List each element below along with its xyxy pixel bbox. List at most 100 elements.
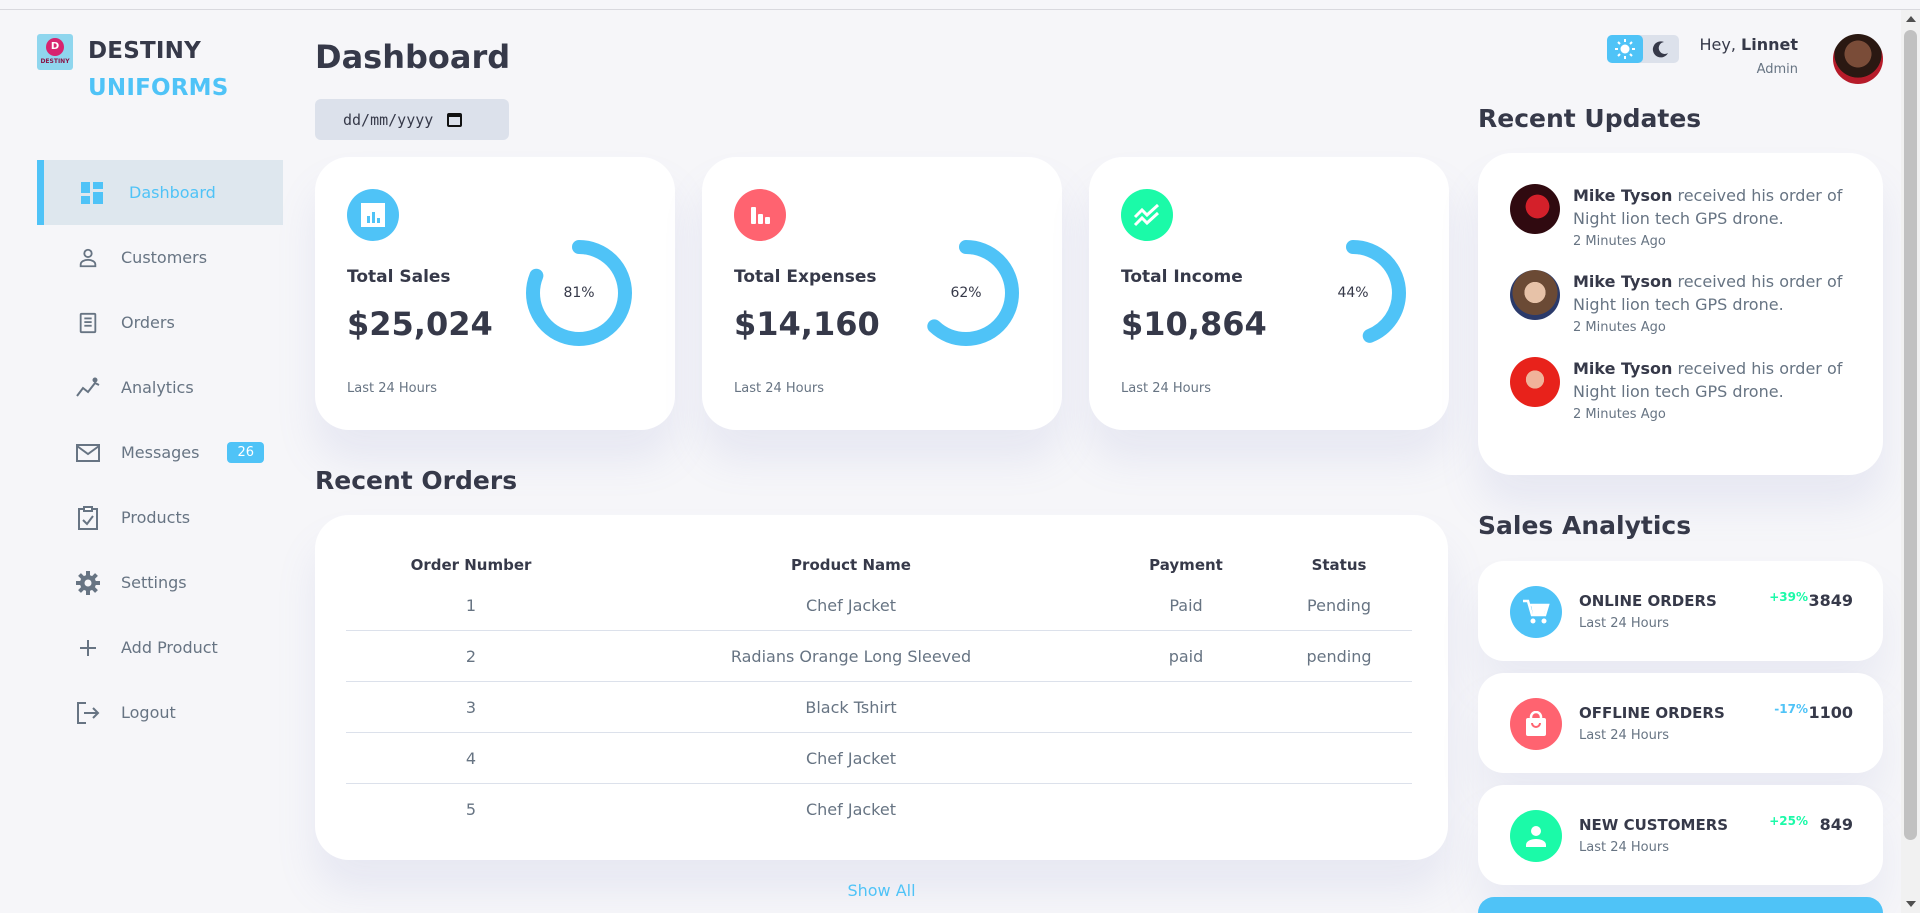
status: Pending bbox=[1266, 580, 1412, 631]
card-title: Total Income bbox=[1121, 267, 1243, 287]
stacked-line-chart-icon bbox=[1121, 189, 1173, 241]
sidebar: D DESTINY DESTINY UNIFORMS Dashboard Cus… bbox=[0, 10, 290, 913]
sidebar-nav: Dashboard Customers Orders Analytics Mes… bbox=[37, 160, 283, 745]
brand[interactable]: D DESTINY DESTINY UNIFORMS bbox=[37, 34, 277, 114]
product-name: Radians Orange Long Sleeved bbox=[596, 631, 1106, 682]
progress-ring-arc bbox=[1300, 240, 1406, 346]
table-row[interactable]: 5 Chef Jacket bbox=[346, 784, 1412, 835]
analytics-change: +39% bbox=[1769, 590, 1808, 604]
card-subtitle: Last 24 Hours bbox=[1121, 381, 1211, 396]
progress-ring bbox=[1300, 240, 1406, 346]
recent-orders-title: Recent Orders bbox=[315, 466, 518, 495]
payment bbox=[1106, 784, 1266, 835]
analytics-change: +25% bbox=[1769, 814, 1808, 828]
card-title: Total Expenses bbox=[734, 267, 877, 287]
card-percent: 44% bbox=[1337, 285, 1369, 301]
page-scrollbar[interactable] bbox=[1901, 10, 1920, 913]
sun-icon[interactable] bbox=[1607, 35, 1643, 63]
date-placeholder: dd/mm/yyyy bbox=[343, 110, 434, 129]
mail-icon bbox=[75, 440, 101, 466]
product-name: Black Tshirt bbox=[596, 682, 1106, 733]
update-text: Mike Tyson received his order of Night l… bbox=[1573, 184, 1853, 230]
sidebar-item-label: Orders bbox=[121, 313, 175, 332]
recent-orders-card: Order Number Product Name Payment Status… bbox=[315, 515, 1448, 860]
product-name: Chef Jacket bbox=[596, 733, 1106, 784]
analytics-title: NEW CUSTOMERS bbox=[1579, 816, 1729, 834]
update-text: Mike Tyson received his order of Night l… bbox=[1573, 270, 1853, 316]
table-row[interactable]: 1 Chef Jacket Paid Pending bbox=[346, 580, 1412, 631]
product-name: Chef Jacket bbox=[596, 580, 1106, 631]
brand-name-line1: DESTINY bbox=[88, 38, 201, 64]
sidebar-item-add-product[interactable]: Add Product bbox=[37, 615, 283, 680]
analytics-value: 849 bbox=[1819, 815, 1853, 834]
sidebar-item-dashboard[interactable]: Dashboard bbox=[37, 160, 283, 225]
analytics-subtitle: Last 24 Hours bbox=[1579, 728, 1669, 743]
table-row[interactable]: 4 Chef Jacket bbox=[346, 733, 1412, 784]
grid-icon bbox=[79, 180, 105, 206]
sidebar-item-orders[interactable]: Orders bbox=[37, 290, 283, 355]
user-role: Admin bbox=[1756, 62, 1798, 77]
scroll-down-arrow-icon[interactable] bbox=[1906, 901, 1916, 907]
theme-toggle[interactable] bbox=[1607, 35, 1679, 63]
column-header: Payment bbox=[1149, 556, 1223, 574]
shopping-bag-icon bbox=[1510, 698, 1562, 750]
payment bbox=[1106, 682, 1266, 733]
date-input[interactable]: dd/mm/yyyy bbox=[315, 99, 509, 140]
right-panel: Hey, Linnet Admin Recent Updates Mike Ty… bbox=[1478, 10, 1883, 913]
profile-avatar[interactable] bbox=[1833, 34, 1883, 84]
table-row[interactable]: 2 Radians Orange Long Sleeved paid pendi… bbox=[346, 631, 1412, 682]
update-time: 2 Minutes Ago bbox=[1573, 234, 1666, 249]
logo-letter: D bbox=[46, 38, 64, 56]
greeting: Hey, Linnet bbox=[1678, 35, 1798, 54]
column-header: Order Number bbox=[410, 556, 532, 574]
show-all-link[interactable]: Show All bbox=[847, 881, 916, 900]
column-header: Status bbox=[1311, 556, 1367, 574]
receipt-icon bbox=[75, 310, 101, 336]
progress-ring bbox=[526, 240, 632, 346]
status bbox=[1266, 733, 1412, 784]
analytics-item-online-orders[interactable]: ONLINE ORDERS Last 24 Hours +39% 3849 bbox=[1478, 561, 1883, 661]
sidebar-item-label: Customers bbox=[121, 248, 208, 267]
order-number: 4 bbox=[346, 733, 596, 784]
sidebar-item-label: Products bbox=[121, 508, 191, 527]
sales-analytics-title: Sales Analytics bbox=[1478, 511, 1692, 540]
update-avatar bbox=[1510, 184, 1560, 234]
sidebar-item-settings[interactable]: Settings bbox=[37, 550, 283, 615]
analytics-icon bbox=[347, 189, 399, 241]
sidebar-item-label: Add Product bbox=[121, 638, 218, 657]
logo-text: DESTINY bbox=[40, 58, 70, 65]
sidebar-item-analytics[interactable]: Analytics bbox=[37, 355, 283, 420]
add-product-strip[interactable] bbox=[1478, 897, 1883, 913]
analytics-subtitle: Last 24 Hours bbox=[1579, 840, 1669, 855]
calendar-icon[interactable] bbox=[447, 112, 463, 127]
page-title: Dashboard bbox=[315, 38, 511, 76]
scroll-up-arrow-icon[interactable] bbox=[1906, 16, 1916, 22]
brand-name-line2: UNIFORMS bbox=[88, 75, 229, 101]
sidebar-item-logout[interactable]: Logout bbox=[37, 680, 283, 745]
sidebar-item-messages[interactable]: Messages 26 bbox=[37, 420, 283, 485]
analytics-item-new-customers[interactable]: NEW CUSTOMERS Last 24 Hours +25% 849 bbox=[1478, 785, 1883, 885]
moon-icon[interactable] bbox=[1643, 35, 1679, 63]
card-title: Total Sales bbox=[347, 267, 451, 287]
card-percent: 81% bbox=[563, 285, 595, 301]
progress-ring bbox=[913, 240, 1019, 346]
sidebar-item-customers[interactable]: Customers bbox=[37, 225, 283, 290]
analytics-item-offline-orders[interactable]: OFFLINE ORDERS Last 24 Hours -17% 1100 bbox=[1478, 673, 1883, 773]
status bbox=[1266, 784, 1412, 835]
insights-icon bbox=[75, 375, 101, 401]
payment bbox=[1106, 733, 1266, 784]
brand-logo: D DESTINY bbox=[37, 34, 73, 70]
sidebar-item-products[interactable]: Products bbox=[37, 485, 283, 550]
scrollbar-thumb[interactable] bbox=[1904, 30, 1917, 840]
order-number: 2 bbox=[346, 631, 596, 682]
progress-ring-arc bbox=[526, 240, 632, 346]
update-time: 2 Minutes Ago bbox=[1573, 320, 1666, 335]
update-name: Mike Tyson bbox=[1573, 272, 1673, 291]
update-name: Mike Tyson bbox=[1573, 359, 1673, 378]
table-row[interactable]: 3 Black Tshirt bbox=[346, 682, 1412, 733]
status bbox=[1266, 682, 1412, 733]
analytics-change: -17% bbox=[1774, 702, 1808, 716]
status: pending bbox=[1266, 631, 1412, 682]
sidebar-item-label: Logout bbox=[121, 703, 176, 722]
insight-cards: Total Sales $25,024 81% Last 24 Hours To… bbox=[315, 157, 1450, 430]
